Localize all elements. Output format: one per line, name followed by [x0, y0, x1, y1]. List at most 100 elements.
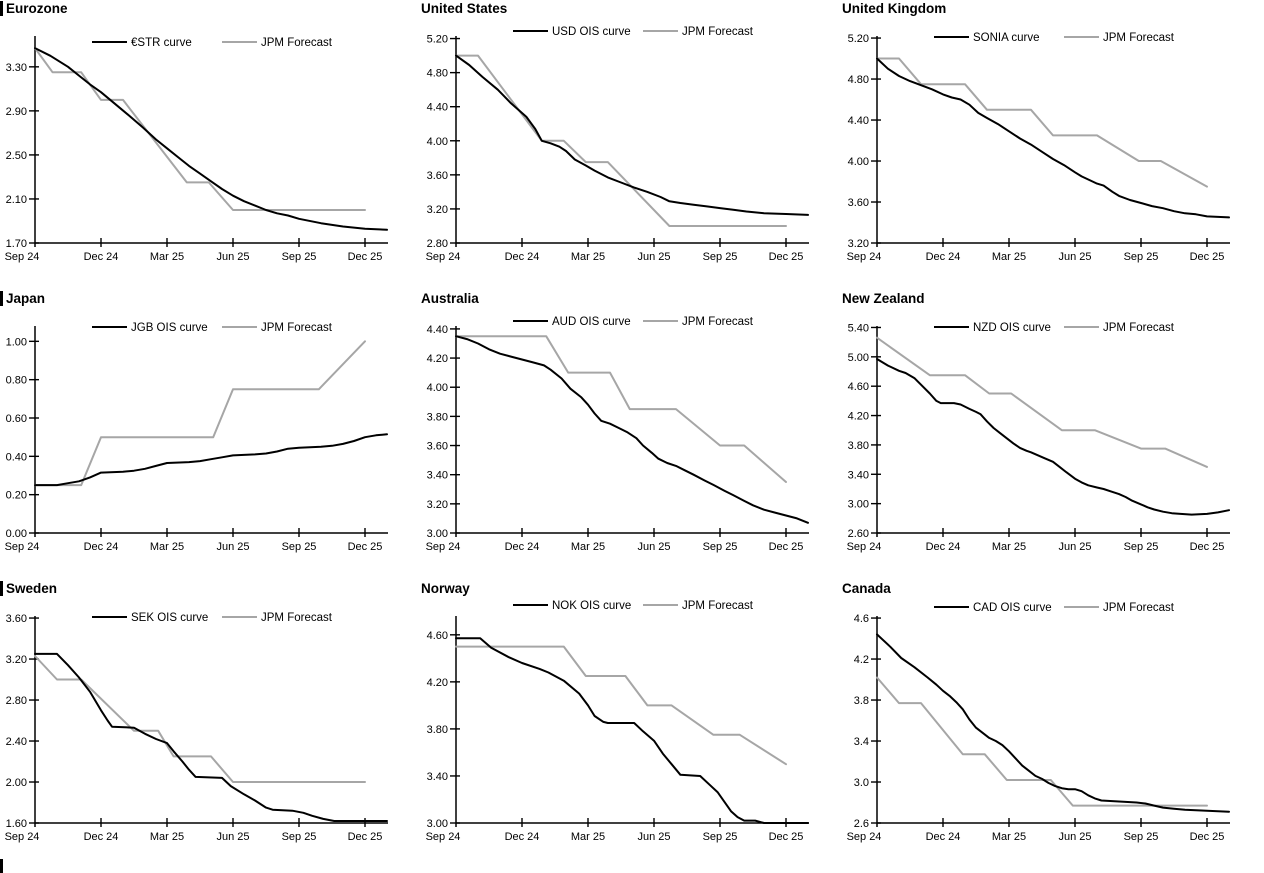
legend-label: SONIA curve [973, 32, 1039, 44]
market-curve-line [34, 47, 388, 231]
chart-title: Sweden [6, 581, 58, 596]
chart-australia: 3.00 3.20 3.40 3.60 3.80 4.00 4.20 4.40 Sep 24 De… [426, 316, 809, 553]
y-tick-label: 4.20 [427, 677, 448, 689]
y-tick-label: 2.6 [854, 818, 869, 830]
y-tick-label: 3.40 [427, 771, 448, 783]
y-tick-label: 2.00 [6, 777, 27, 789]
x-tick-label: Dec 24 [84, 541, 119, 553]
x-tick-label: Mar 25 [992, 251, 1026, 263]
x-tick-label: Sep 24 [426, 251, 461, 263]
x-tick-label: Dec 24 [926, 541, 961, 553]
section-marker-bar [0, 581, 3, 596]
chart-canada: 2.6 3.0 3.4 3.8 4.2 4.6 Sep 24 Dec 24 Mar 25 Jun … [847, 602, 1230, 843]
jpm-forecast-line [455, 335, 787, 483]
chart-panel-united-kingdom: United Kingdom 3.20 3.60 4.00 4.40 4.80 5.20 Se… [842, 0, 1264, 290]
x-tick-label: Dec 25 [769, 541, 804, 553]
jpm-forecast-line [34, 47, 366, 211]
chart-title: Canada [842, 581, 891, 596]
x-tick-label: Sep 24 [426, 831, 461, 843]
x-tick-label: Sep 25 [1124, 251, 1159, 263]
chart-panel-new-zealand: New Zealand 2.60 3.00 3.40 3.80 4.20 4.60 5.00 5… [842, 290, 1264, 580]
legend-label: JPM Forecast [261, 612, 333, 624]
legend-label: JPM Forecast [1103, 32, 1175, 44]
y-tick-label: 4.20 [848, 411, 869, 423]
x-tick-label: Sep 25 [1124, 541, 1159, 553]
y-tick-label: 3.60 [427, 441, 448, 453]
chart-title-row: Eurozone [0, 1, 68, 16]
chart-title-row: Canada [842, 581, 891, 596]
chart-title: Norway [421, 581, 470, 596]
chart-panel-canada: Canada 2.6 3.0 3.4 3.8 4.2 4.6 Sep 24 Dec 24 Mar … [842, 580, 1264, 873]
legend-label: JGB OIS curve [131, 322, 208, 334]
x-tick-label: Sep 24 [5, 251, 40, 263]
x-tick-label: Dec 25 [769, 251, 804, 263]
y-tick-label: 5.40 [848, 322, 869, 334]
x-tick-label: Dec 24 [926, 831, 961, 843]
x-tick-label: Mar 25 [150, 251, 184, 263]
y-tick-label: 3.60 [848, 197, 869, 209]
legend-label: JPM Forecast [682, 316, 754, 328]
market-curve-line [876, 57, 1230, 219]
x-tick-label: Sep 24 [847, 251, 882, 263]
y-tick-label: 5.00 [848, 352, 869, 364]
x-tick-label: Sep 24 [847, 541, 882, 553]
chart-title-row: Sweden [0, 581, 57, 596]
chart-united-kingdom: 3.20 3.60 4.00 4.40 4.80 5.20 Sep 24 Dec 24 Mar … [847, 32, 1230, 263]
x-tick-label: Mar 25 [150, 541, 184, 553]
x-tick-label: Sep 24 [847, 831, 882, 843]
y-tick-label: 2.80 [427, 238, 448, 250]
jpm-forecast-line [34, 655, 366, 783]
y-tick-label: 3.40 [848, 469, 869, 481]
x-tick-label: Sep 25 [1124, 831, 1159, 843]
market-curve-line [34, 433, 388, 487]
x-tick-label: Dec 25 [1190, 541, 1225, 553]
y-tick-label: 3.80 [427, 724, 448, 736]
y-tick-label: 3.30 [6, 62, 27, 74]
y-tick-label: 5.20 [848, 33, 869, 45]
x-tick-label: Jun 25 [216, 831, 249, 843]
chart-sweden: 1.60 2.00 2.40 2.80 3.20 3.60 Sep 24 Dec 24 Mar … [5, 612, 388, 843]
y-tick-label: 4.00 [848, 156, 869, 168]
x-tick-label: Mar 25 [150, 831, 184, 843]
x-tick-label: Sep 25 [282, 541, 317, 553]
chart-eurozone: 1.70 2.10 2.50 2.90 3.30 Sep 24 Dec 24 Mar 25 Ju… [5, 36, 388, 263]
legend-label: JPM Forecast [261, 37, 333, 49]
y-tick-label: 4.40 [427, 102, 448, 114]
y-tick-label: 0.20 [6, 490, 27, 502]
y-tick-label: 2.10 [6, 194, 27, 206]
market-curve-line [455, 335, 809, 524]
jpm-forecast-line [455, 645, 787, 766]
y-tick-label: 2.50 [6, 150, 27, 162]
legend-label: AUD OIS curve [552, 316, 631, 328]
x-tick-label: Dec 24 [505, 251, 540, 263]
x-tick-label: Dec 24 [505, 541, 540, 553]
x-tick-label: Mar 25 [992, 831, 1026, 843]
x-tick-label: Jun 25 [1058, 541, 1091, 553]
chart-title: New Zealand [842, 291, 925, 306]
legend-label: NZD OIS curve [973, 322, 1051, 334]
chart-title-row: Norway [421, 581, 470, 596]
chart-title-row: Japan [0, 291, 45, 306]
x-tick-label: Dec 25 [348, 831, 383, 843]
x-tick-label: Jun 25 [216, 251, 249, 263]
y-tick-label: 0.40 [6, 451, 27, 463]
x-tick-label: Jun 25 [1058, 251, 1091, 263]
section-marker-bar [0, 1, 3, 16]
y-tick-label: 3.20 [427, 204, 448, 216]
chart-panel-sweden: Sweden 1.60 2.00 2.40 2.80 3.20 3.60 Sep 24 Dec … [0, 580, 421, 873]
y-tick-label: 0.60 [6, 413, 27, 425]
chart-norway: 3.00 3.40 3.80 4.20 4.60 Sep 24 Dec 24 Mar 25 Ju… [426, 600, 809, 843]
chart-new-zealand: 2.60 3.00 3.40 3.80 4.20 4.60 5.00 5.40 Sep 24 De… [847, 322, 1230, 553]
x-tick-label: Sep 24 [426, 541, 461, 553]
market-curve-line [876, 358, 1230, 516]
legend-label: NOK OIS curve [552, 600, 631, 612]
chart-title-row: United States [421, 1, 507, 16]
y-tick-label: 3.80 [848, 440, 869, 452]
market-curve-line [34, 652, 388, 822]
x-tick-label: Dec 24 [84, 251, 119, 263]
y-tick-label: 2.60 [848, 528, 869, 540]
x-tick-label: Dec 24 [505, 831, 540, 843]
x-tick-label: Mar 25 [571, 251, 605, 263]
legend-label: €STR curve [131, 37, 192, 49]
